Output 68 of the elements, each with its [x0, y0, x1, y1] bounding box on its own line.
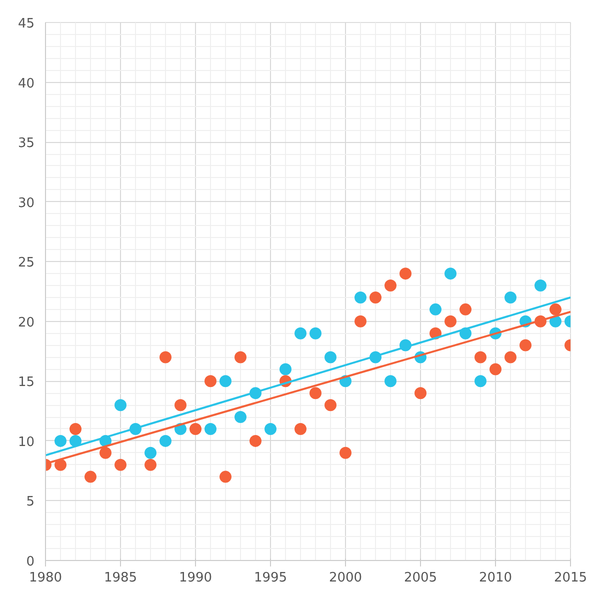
point — [354, 315, 366, 328]
y-tick-label: 30 — [18, 196, 35, 211]
point — [70, 423, 82, 435]
y-tick-label: 35 — [18, 136, 35, 152]
point — [220, 470, 232, 483]
point — [444, 268, 456, 280]
point — [144, 446, 156, 459]
y-tick-label: 45 — [18, 16, 35, 32]
point — [114, 399, 126, 412]
y-tick-label: 25 — [18, 256, 35, 271]
point — [324, 351, 336, 364]
point — [460, 303, 472, 316]
x-tick-label: 2010 — [478, 570, 512, 586]
y-tick-label: 10 — [18, 434, 35, 450]
x-tick-label: 1985 — [104, 570, 138, 586]
y-tick-label: 5 — [26, 494, 35, 510]
point — [204, 375, 216, 388]
point — [234, 411, 246, 424]
x-tick-label: 2000 — [328, 570, 362, 586]
point — [160, 351, 172, 364]
point — [504, 351, 516, 364]
point — [54, 434, 66, 447]
point — [520, 339, 532, 352]
point — [190, 423, 202, 435]
x-tick-label: 1990 — [178, 570, 212, 586]
point — [444, 315, 456, 328]
x-tick-label: 1980 — [28, 570, 62, 586]
point — [474, 351, 486, 364]
point — [354, 291, 366, 304]
point — [550, 303, 562, 316]
point — [310, 327, 322, 340]
point — [294, 423, 306, 435]
point — [430, 303, 442, 316]
point — [114, 458, 126, 471]
point — [550, 315, 562, 328]
point — [280, 363, 292, 376]
point — [294, 327, 306, 340]
point — [144, 458, 156, 471]
point — [490, 363, 502, 376]
y-tick-label: 0 — [26, 554, 35, 570]
point — [400, 268, 412, 280]
point — [100, 446, 112, 459]
point — [534, 280, 546, 292]
x-tick-label: 1995 — [254, 570, 288, 586]
point — [504, 291, 516, 304]
point — [310, 387, 322, 400]
point — [84, 470, 96, 483]
point — [204, 423, 216, 435]
point — [324, 399, 336, 412]
point — [384, 280, 396, 292]
point — [220, 375, 232, 388]
point — [370, 291, 382, 304]
point — [264, 423, 276, 435]
y-tick-label: 20 — [18, 315, 35, 330]
point — [414, 387, 426, 400]
point — [54, 458, 66, 471]
point — [474, 375, 486, 388]
point — [70, 434, 82, 447]
point — [250, 434, 262, 447]
point — [384, 375, 396, 388]
x-tick-label: 2015 — [554, 570, 588, 586]
point — [160, 434, 172, 447]
x-tick-label: 2005 — [404, 570, 438, 586]
y-tick-label: 40 — [18, 76, 35, 92]
point — [234, 351, 246, 364]
y-tick-label: 15 — [18, 375, 35, 390]
point — [174, 399, 186, 412]
point — [340, 446, 352, 459]
